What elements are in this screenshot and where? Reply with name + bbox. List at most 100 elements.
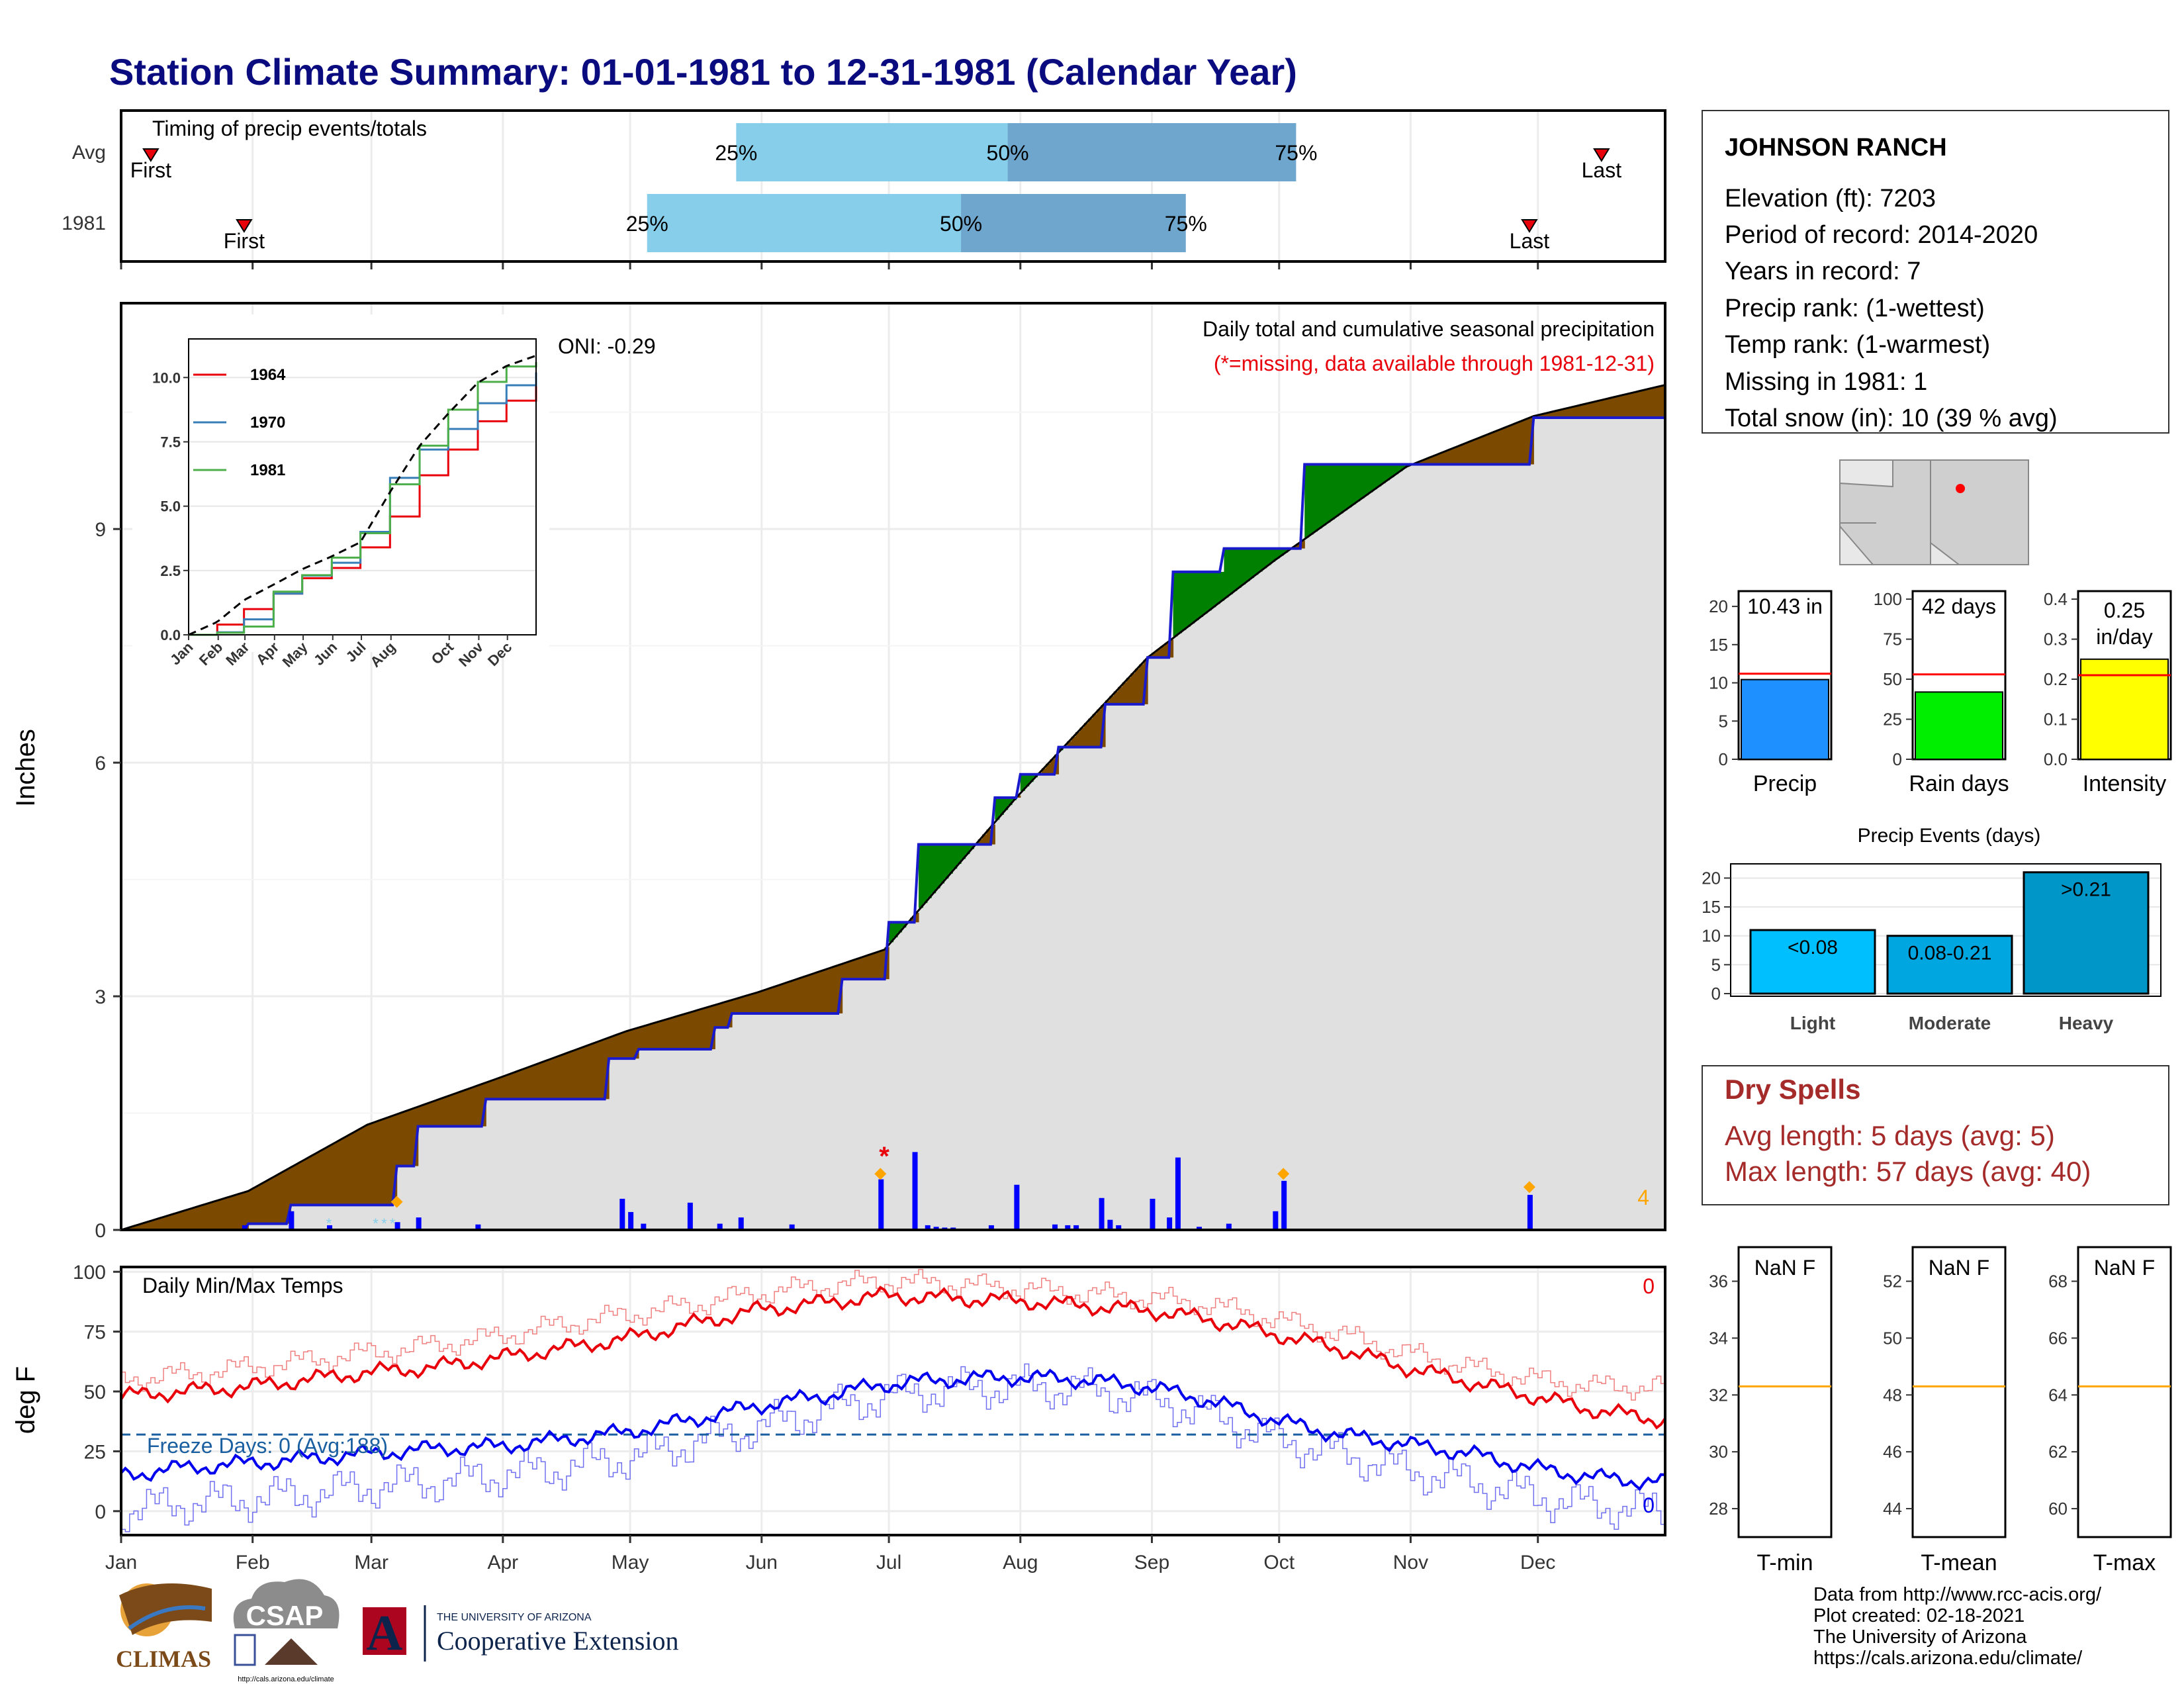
below-normal-fill (694, 1010, 699, 1050)
below-normal-fill (1423, 459, 1428, 465)
temp-box-frame (1911, 1246, 2007, 1538)
below-normal-fill (227, 1197, 232, 1230)
below-normal-fill (863, 956, 868, 980)
precip-event-bar (1886, 935, 2013, 995)
summary-ytick-label: 0.4 (2044, 589, 2068, 609)
below-normal-fill (1457, 445, 1462, 465)
tmax-observed-line (120, 1286, 1666, 1430)
below-normal-fill (702, 1008, 707, 1050)
quartile-box-50-75 (1007, 123, 1297, 181)
precip-event-bar (1749, 929, 1876, 995)
below-normal-fill (710, 1006, 715, 1050)
month-tick-label: Nov (1393, 1552, 1428, 1573)
month-tick-label: Aug (1003, 1552, 1038, 1573)
below-normal-fill (486, 1082, 491, 1100)
below-normal-fill (613, 1035, 618, 1059)
temp-box-ytick-label: 48 (1883, 1385, 1902, 1405)
below-normal-fill (625, 1031, 631, 1059)
below-normal-fill (1618, 395, 1623, 418)
above-normal-fill (1317, 464, 1322, 529)
below-normal-fill (850, 960, 856, 980)
timing-row-label-year: 1981 (62, 212, 106, 234)
freeze-days-label: Freeze Days: 0 (Avg:188) (147, 1434, 388, 1458)
below-normal-fill (1428, 457, 1433, 465)
below-normal-fill (303, 1158, 308, 1205)
inset-legend-label: 1981 (250, 461, 285, 479)
below-normal-fill (1046, 763, 1051, 774)
inset-ytick-label: 5.0 (160, 498, 181, 515)
daily-precip-bar (925, 1225, 931, 1230)
below-normal-fill (774, 986, 780, 1013)
below-normal-fill (520, 1069, 525, 1100)
temp-ytick-label: 75 (84, 1322, 106, 1344)
below-normal-fill (910, 917, 915, 923)
below-normal-fill (1461, 444, 1467, 465)
temp-box-ytick-label: 62 (2048, 1442, 2068, 1462)
above-normal-fill (1020, 774, 1025, 791)
daily-precip-bar (1167, 1217, 1173, 1230)
dry-spells-box: Dry Spells Avg length: 5 days (avg: 5) M… (1702, 1065, 2169, 1205)
above-normal-fill (1368, 464, 1373, 492)
normal-cumulative-line (120, 384, 1666, 1231)
inset-ytick-label: 7.5 (160, 434, 181, 450)
below-normal-fill (396, 1113, 402, 1166)
below-normal-fill (197, 1205, 203, 1230)
climas-logo-text: CLIMAS (116, 1646, 211, 1672)
above-normal-fill (965, 844, 970, 855)
summary-ytick-label: 20 (1709, 596, 1728, 616)
below-normal-fill (388, 1116, 393, 1205)
temp-ytick-label: 25 (84, 1441, 106, 1463)
csap-logo-url: http://cals.arizona.edu/climate (238, 1675, 334, 1683)
below-normal-fill (473, 1086, 478, 1127)
below-normal-fill (329, 1145, 334, 1205)
daily-precip-bar (1527, 1195, 1533, 1230)
below-normal-fill (1542, 413, 1547, 418)
below-normal-fill (553, 1056, 559, 1100)
below-normal-fill (206, 1203, 211, 1230)
first-event-label: First (224, 229, 265, 253)
above-normal-fill (1338, 464, 1343, 514)
dry-spells-max: Max length: 57 days (avg: 40) (1725, 1156, 2091, 1187)
below-normal-fill (269, 1178, 275, 1224)
below-normal-fill (291, 1166, 296, 1205)
daily-precip-bar (1065, 1225, 1071, 1230)
temp-y-axis-label: deg F (11, 1366, 40, 1434)
below-normal-fill (803, 976, 809, 1013)
quartile-box-25-50 (647, 194, 962, 252)
below-normal-fill (295, 1164, 300, 1205)
below-normal-fill (1525, 418, 1530, 465)
above-normal-fill (1007, 798, 1013, 806)
summary-ytick-label: 15 (1709, 635, 1728, 655)
daily-precip-bar (912, 1152, 918, 1230)
below-normal-fill (451, 1094, 457, 1127)
below-normal-fill (541, 1061, 546, 1100)
below-normal-fill (1440, 452, 1445, 465)
precip-missing-note: (*=missing, data available through 1981-… (1214, 352, 1655, 375)
below-normal-fill (180, 1211, 185, 1230)
below-normal-fill (854, 959, 860, 980)
temp-ytick-label: 50 (84, 1382, 106, 1403)
temp-ytick-label: 100 (73, 1262, 106, 1284)
summary-bar-label: Rain days (1909, 771, 2009, 796)
below-normal-fill (745, 995, 750, 1013)
below-normal-fill (1495, 430, 1500, 465)
precip-event-category-label: Light (1790, 1013, 1835, 1033)
below-normal-fill (502, 1076, 508, 1100)
below-normal-fill (782, 983, 788, 1013)
below-normal-fill (1097, 709, 1102, 747)
below-normal-fill (1584, 403, 1590, 418)
above-normal-fill (1245, 548, 1250, 582)
station-line-missing: Missing in 1981: 1 (1725, 368, 1927, 396)
summary-ytick-label: 75 (1883, 630, 1902, 649)
ua-a-glyph: A (367, 1605, 403, 1661)
quartile-label-25: 25% (626, 212, 668, 236)
below-normal-fill (316, 1152, 321, 1205)
below-normal-fill (1067, 741, 1072, 747)
temp-box-t-mean: NaN F 44 46 48 50 52 T-mean (1883, 1246, 2007, 1575)
below-normal-fill (150, 1220, 156, 1230)
below-normal-fill (574, 1049, 580, 1100)
below-normal-fill (1092, 714, 1097, 747)
below-normal-fill (516, 1071, 521, 1100)
precip-event-category-label: Heavy (2059, 1013, 2114, 1033)
tmin-normal-line (121, 1363, 1666, 1532)
